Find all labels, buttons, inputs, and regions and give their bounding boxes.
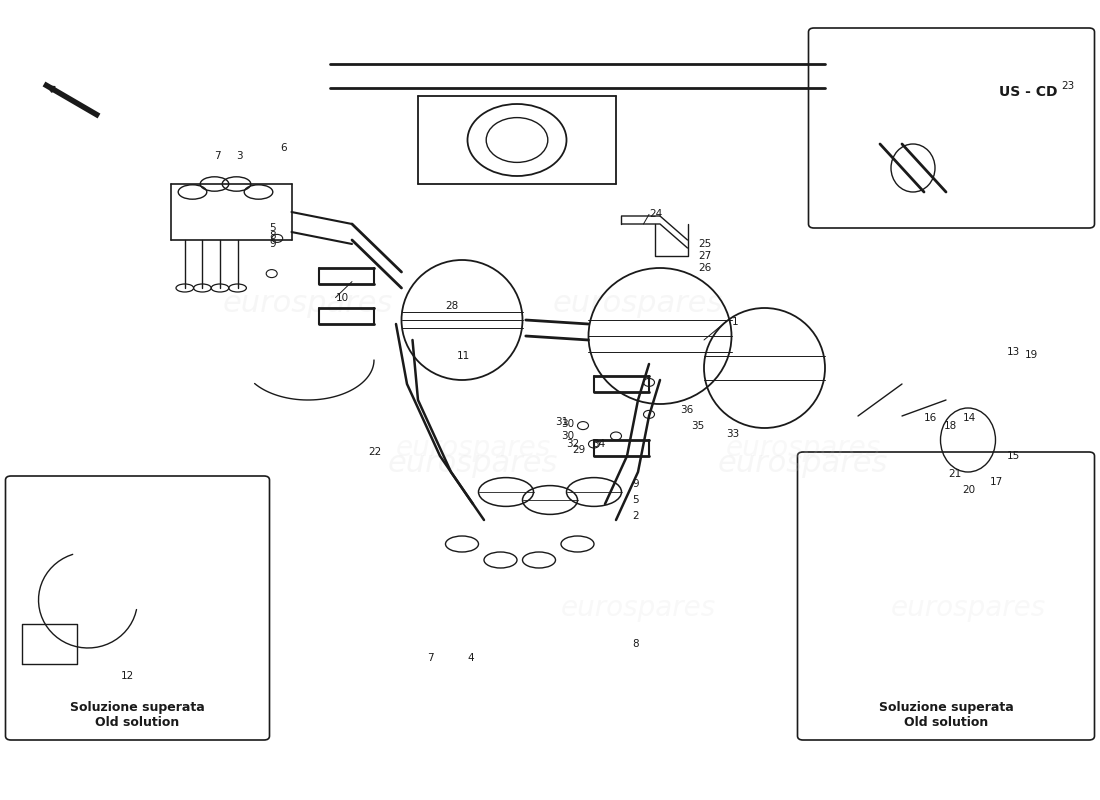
Text: 7: 7 bbox=[427, 653, 433, 662]
Text: 14: 14 bbox=[962, 413, 976, 422]
Text: eurospares: eurospares bbox=[553, 290, 723, 318]
Text: 1: 1 bbox=[732, 317, 738, 326]
Text: 9: 9 bbox=[270, 239, 276, 249]
Text: 29: 29 bbox=[572, 445, 585, 454]
Text: eurospares: eurospares bbox=[718, 450, 888, 478]
Text: 35: 35 bbox=[691, 421, 704, 430]
Text: 8: 8 bbox=[270, 231, 276, 241]
Text: 27: 27 bbox=[698, 251, 712, 261]
Text: 18: 18 bbox=[944, 421, 957, 430]
Text: 30: 30 bbox=[561, 431, 574, 441]
Text: 11: 11 bbox=[456, 351, 470, 361]
Text: Old solution: Old solution bbox=[96, 716, 179, 729]
Text: 8: 8 bbox=[632, 639, 639, 649]
Text: 20: 20 bbox=[962, 485, 976, 494]
Text: 9: 9 bbox=[632, 479, 639, 489]
Text: 19: 19 bbox=[1025, 350, 1038, 360]
Text: eurospares: eurospares bbox=[395, 434, 551, 462]
Text: 5: 5 bbox=[632, 495, 639, 505]
Text: 28: 28 bbox=[446, 301, 459, 310]
FancyBboxPatch shape bbox=[808, 28, 1094, 228]
Text: 32: 32 bbox=[566, 439, 580, 449]
Text: 4: 4 bbox=[468, 653, 474, 662]
Text: 31: 31 bbox=[556, 418, 569, 427]
Text: eurospares: eurospares bbox=[890, 594, 1046, 622]
Text: 13: 13 bbox=[1006, 347, 1020, 357]
Text: eurospares: eurospares bbox=[388, 450, 558, 478]
Text: 17: 17 bbox=[990, 477, 1003, 486]
Text: 23: 23 bbox=[1062, 82, 1075, 91]
FancyBboxPatch shape bbox=[798, 452, 1094, 740]
Text: 33: 33 bbox=[726, 429, 739, 438]
Text: 24: 24 bbox=[649, 210, 662, 219]
Text: US - CD: US - CD bbox=[999, 85, 1058, 99]
Text: 12: 12 bbox=[121, 671, 134, 681]
Text: 22: 22 bbox=[368, 447, 382, 457]
Text: 10: 10 bbox=[336, 293, 349, 302]
Text: 34: 34 bbox=[592, 439, 605, 449]
Text: 36: 36 bbox=[680, 405, 693, 414]
Text: 3: 3 bbox=[236, 151, 243, 161]
Text: Old solution: Old solution bbox=[904, 716, 988, 729]
Text: 15: 15 bbox=[1006, 451, 1020, 461]
Text: 6: 6 bbox=[280, 143, 287, 153]
Text: Soluzione superata: Soluzione superata bbox=[70, 702, 205, 714]
Text: eurospares: eurospares bbox=[560, 594, 716, 622]
Text: 30: 30 bbox=[561, 419, 574, 429]
Text: 25: 25 bbox=[698, 239, 712, 249]
FancyBboxPatch shape bbox=[6, 476, 270, 740]
Text: 16: 16 bbox=[924, 413, 937, 422]
Text: 7: 7 bbox=[214, 151, 221, 161]
Text: eurospares: eurospares bbox=[725, 434, 881, 462]
Text: 5: 5 bbox=[270, 223, 276, 233]
Text: 2: 2 bbox=[632, 511, 639, 521]
Text: eurospares: eurospares bbox=[223, 290, 393, 318]
Text: 21: 21 bbox=[948, 469, 961, 478]
Text: Soluzione superata: Soluzione superata bbox=[879, 702, 1013, 714]
Text: 26: 26 bbox=[698, 263, 712, 273]
